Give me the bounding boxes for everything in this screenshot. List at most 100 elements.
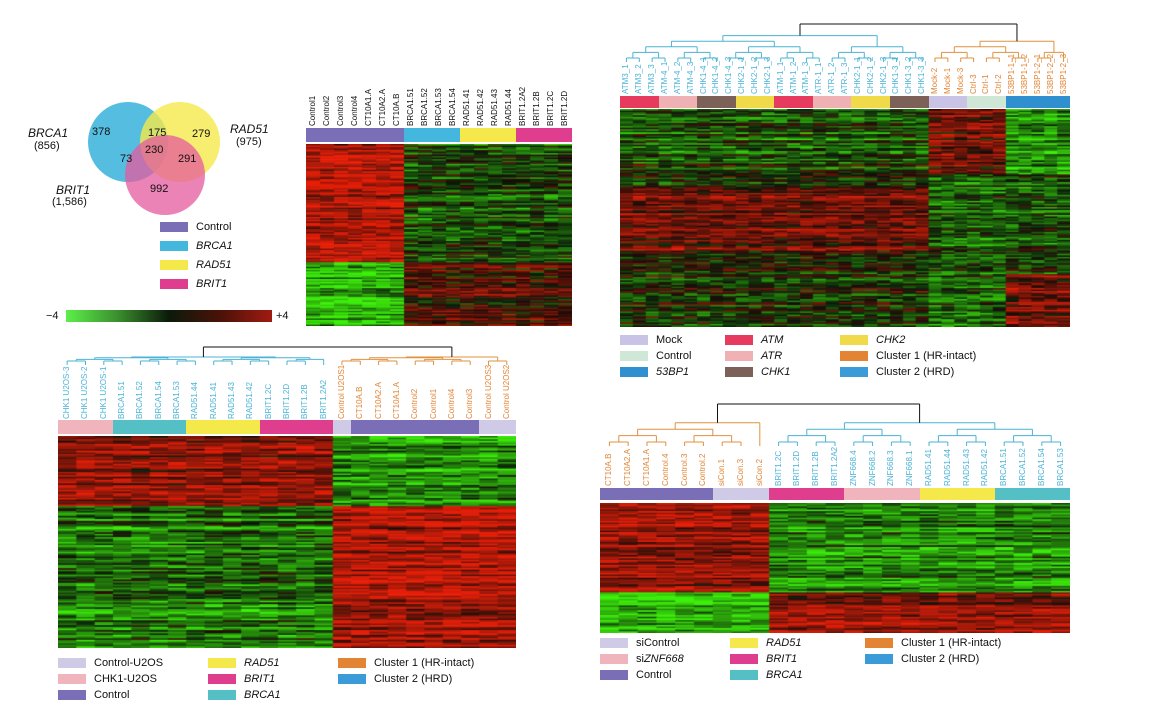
panel-c-column-label: RAD51.43 (227, 382, 237, 419)
panel-c-column-label: RAD51.41 (208, 382, 218, 419)
venn-region-rad51-only: 279 (192, 128, 211, 140)
venn-region-brca1-rad51: 175 (148, 127, 167, 139)
panel-c-legend-label: Control (94, 688, 130, 701)
panel-b-column-label: Ctrl-2 (994, 74, 1004, 94)
panel-d-column-label: ZNF668.3 (886, 450, 896, 486)
panel-b-column-label: CHK2-1_3 (762, 56, 772, 94)
panel-b-legend-label: Control (656, 349, 692, 362)
panel-b-column-label: CHK2-1_2 (750, 56, 759, 94)
venn-rad51-label: RAD51 (230, 122, 269, 136)
panel-c-legend-label: BRIT1 (244, 672, 276, 685)
panel-c-column-label: Control4 (446, 388, 456, 419)
panel-a-legend: Control BRCA1 RAD51 BRIT1 (160, 220, 300, 300)
panel-d-column-label: BRIT1.2C (773, 450, 783, 486)
panel-c-column-label: BRCA1.51 (117, 381, 127, 419)
panel-c-legend-label: Cluster 1 (HR-intact) (374, 656, 475, 669)
panel-d-column-label: siCon.3 (736, 458, 745, 486)
panel-b-legend-swatch (840, 334, 868, 345)
panel-c-column-label: Control U2OS1 (336, 364, 346, 419)
panel-b-column-label: CHK1-3_1 (891, 56, 901, 94)
panel-c-column-labels: CHK1 U2OS-3 CHK1 U2OS-2 CHK1 U2OS-1 BRCA1.5… (58, 364, 516, 419)
panel-d-heatmap (600, 503, 1070, 633)
panel-a-legend-swatch (160, 240, 188, 251)
panel-a-column-label: BRIT1.2C (546, 90, 555, 126)
panel-b-legend-swatch (620, 334, 648, 345)
panel-b-group-segment (774, 96, 813, 108)
panel-b-column-label: ATR-1_2 (827, 62, 837, 94)
panel-c-legend-label: BRCA1 (244, 688, 281, 701)
panel-d-column-label: Control.4 (660, 453, 670, 486)
panel-d-column-label: siCon.1 (717, 458, 727, 486)
panel-d-legend-item: Control (600, 668, 671, 681)
venn-brit1-count: (1,586) (52, 196, 87, 208)
panel-b-column-label: CHK1-4_1 (698, 56, 708, 94)
panel-a-group-segment (516, 128, 572, 142)
panel-b-column-label: CHK2-1_2 (865, 56, 875, 94)
panel-d-group-segment (844, 488, 920, 500)
panel-b-column-label: ATM-1_3 (801, 61, 811, 94)
panel-c-legend-swatch (58, 673, 86, 684)
panel-c-column-label: BRIT1.2C (263, 383, 273, 419)
panel-a-column-label: BRCA1.52 (420, 88, 429, 126)
panel-d-column-label: BRIT1.2B (811, 451, 821, 486)
panel-b-group-segment (1005, 96, 1070, 108)
panel-d-legend-swatch (600, 653, 628, 664)
panel-d-column-label: BRCA1.53 (1055, 448, 1065, 486)
panel-b-legend-label: CHK1 (761, 365, 791, 378)
panel-b-dendrogram (625, 23, 1065, 62)
panel-d-group-segment (919, 488, 995, 500)
panel-d-legend-item: BRIT1 (730, 652, 797, 665)
panel-c-group-segment (58, 420, 113, 434)
panel-b-column-label: ATM-4_1 (660, 61, 669, 94)
panel-c-column-label: CT10A2.A (373, 382, 383, 419)
venn-brit1-label: BRIT1 (56, 183, 91, 197)
panel-c-legend-label: Cluster 2 (HRD) (374, 672, 453, 685)
panel-c-group-segment (332, 420, 352, 434)
panel-c-legend-item: Cluster 2 (HRD) (338, 672, 452, 685)
panel-a-column-labels: Control1 Control2 Control3 Control4 CT10A1.A… (306, 56, 572, 126)
panel-a-heatmap (306, 144, 572, 326)
panel-c-column-label: BRIT1.2D (282, 383, 291, 419)
panel-c-legend-swatch (58, 689, 86, 700)
panel-b-column-label: ATM-1_2 (788, 61, 798, 94)
panel-c-column-label: BRIT1.2B (300, 384, 310, 419)
panel-d-legend-item: siZNF668 (600, 652, 684, 665)
panel-c-legend-item: RAD51 (208, 656, 279, 669)
venn-brca1-label: BRCA1 (28, 126, 69, 140)
panel-a-column-label: BRIT1.2A2 (518, 86, 527, 126)
panel-b-column-label: CHK1-3_3 (917, 56, 927, 94)
panel-d-group-segment (994, 488, 1070, 500)
panel-a-column-label: BRIT1.2B (532, 91, 541, 126)
panel-b-legend-item: Control (620, 349, 691, 362)
panel-d-column-label: RAD51.43 (961, 449, 971, 486)
panel-c-legend-item: Control-U2OS (58, 656, 163, 669)
panel-b-legend-item: 53BP1 (620, 365, 689, 378)
panel-b-legend-swatch (620, 350, 648, 361)
panel-b-column-label: ATM-1_1 (775, 61, 785, 94)
panel-a-legend-item: BRIT1 (160, 277, 227, 290)
panel-d-column-label: siCon.2 (754, 458, 764, 486)
panel-b-column-label: ATM-4_2 (672, 61, 682, 94)
panel-b-column-label: ATR-1_3 (840, 62, 849, 94)
color-scale-bar (66, 310, 272, 322)
panel-a-legend-item: RAD51 (160, 258, 231, 271)
venn-brca1-count: (856) (34, 140, 60, 152)
panel-b-legend-label: Cluster 1 (HR-intact) (876, 349, 977, 362)
panel-a-column-label: BRCA1.51 (406, 88, 415, 126)
panel-b-legend-label: CHK2 (876, 333, 906, 346)
panel-a-legend-item: BRCA1 (160, 239, 233, 252)
panel-c-legend-swatch (58, 657, 86, 668)
panel-d-group-bar (600, 488, 1070, 500)
panel-a-column-label: RAD51.41 (462, 89, 471, 126)
panel-d-column-label: BRCA1.51 (999, 448, 1009, 486)
panel-d-legend-label: Cluster 2 (HRD) (901, 652, 980, 665)
panel-d-column-label: RAD51.41 (924, 449, 933, 486)
panel-b-legend-label: Cluster 2 (HRD) (876, 365, 955, 378)
panel-a-legend-item: Control (160, 220, 231, 233)
panel-b-column-label: 53BP1-2_1 (1032, 53, 1042, 94)
panel-b-column-label: CHK1-3_2 (904, 56, 914, 94)
panel-d-legend-label: RAD51 (766, 636, 802, 649)
panel-b-legend-label: ATR (761, 349, 783, 362)
panel-c-column-label: Control U2OS3 (483, 364, 493, 419)
panel-c-column-label: BRCA1.53 (172, 381, 182, 419)
